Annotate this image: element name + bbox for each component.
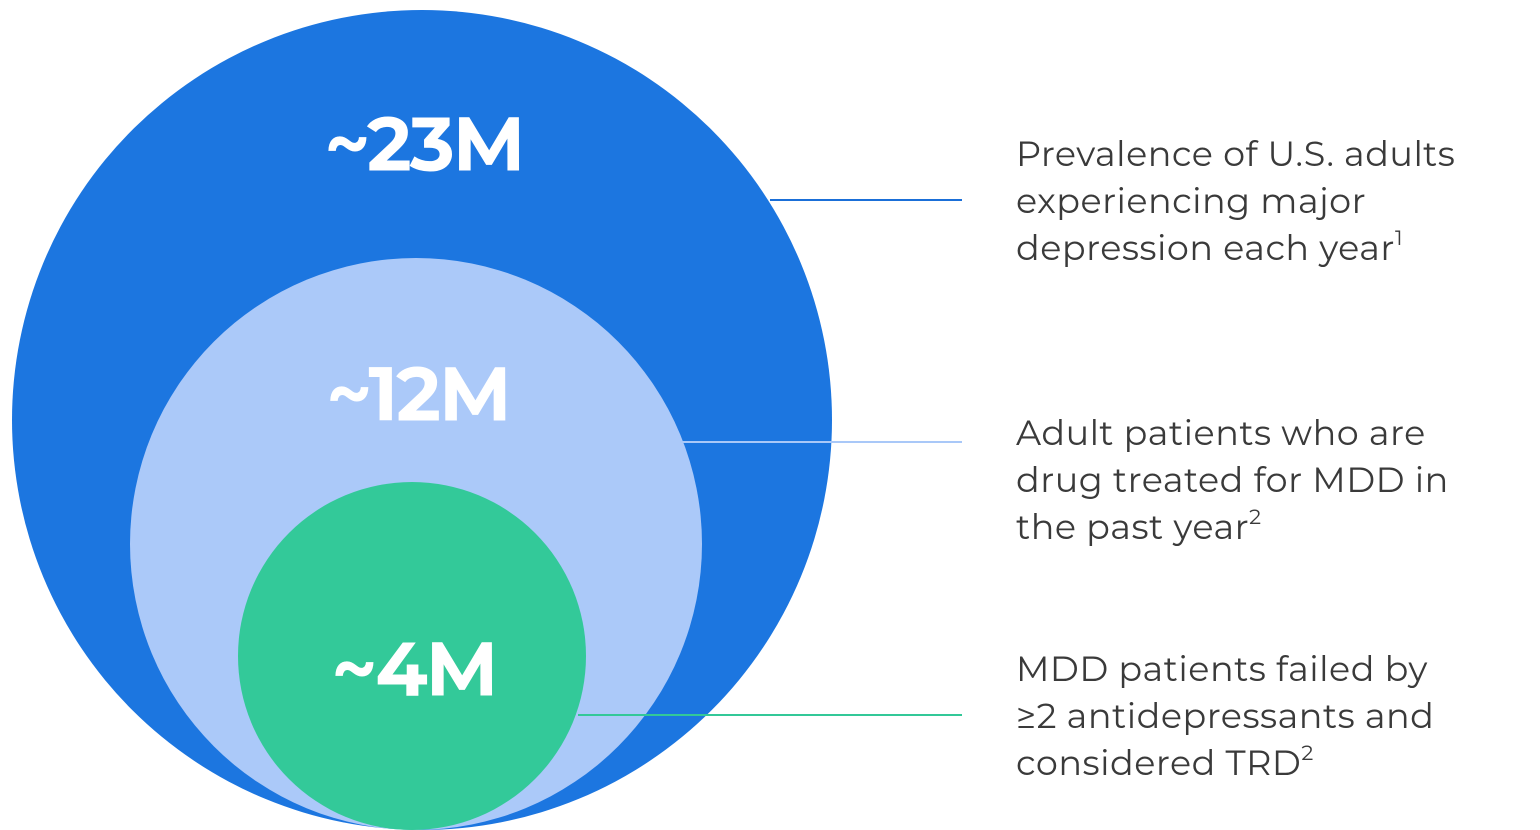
- description-text: Adult patients who are: [1016, 411, 1426, 454]
- description-line: considered TRD2: [1016, 741, 1314, 785]
- description-text: Prevalence of U.S. adults: [1016, 132, 1455, 175]
- description-line: the past year2: [1016, 505, 1262, 549]
- description-text: ≥2 antidepressants and: [1016, 694, 1434, 737]
- footnote-ref: 2: [1301, 741, 1313, 766]
- circle-value: ~12M: [326, 347, 509, 440]
- description-text: depression each year: [1016, 226, 1395, 269]
- circle-value: ~23M: [325, 97, 524, 190]
- description-text: considered TRD: [1016, 741, 1301, 784]
- circle-value: ~4M: [332, 622, 497, 715]
- description-text: the past year: [1016, 505, 1249, 548]
- description-line: Adult patients who are: [1016, 411, 1426, 454]
- description-text: MDD patients failed by: [1016, 647, 1428, 690]
- description-line: depression each year1: [1016, 226, 1403, 270]
- description-line: drug treated for MDD in: [1016, 458, 1449, 501]
- description-text: experiencing major: [1016, 179, 1366, 222]
- footnote-ref: 2: [1249, 505, 1261, 530]
- footnote-ref: 1: [1395, 226, 1403, 251]
- description-text: drug treated for MDD in: [1016, 458, 1449, 501]
- description-line: experiencing major: [1016, 179, 1366, 222]
- description-line: ≥2 antidepressants and: [1016, 694, 1434, 737]
- circle: [238, 482, 586, 830]
- description-line: MDD patients failed by: [1016, 647, 1428, 690]
- description-line: Prevalence of U.S. adults: [1016, 132, 1455, 175]
